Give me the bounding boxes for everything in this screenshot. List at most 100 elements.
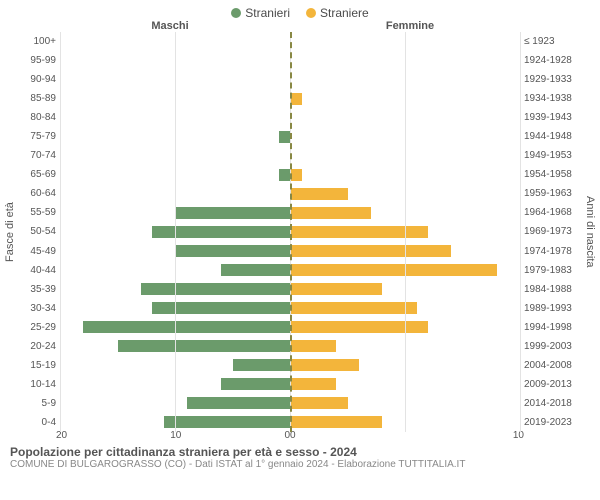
- column-headers: Maschi Femmine: [0, 20, 600, 32]
- age-label: 5-9: [20, 398, 56, 409]
- chart-title: Popolazione per cittadinanza straniera p…: [10, 445, 590, 459]
- bar-row-female: [290, 150, 520, 162]
- bar-row-female: [290, 74, 520, 86]
- age-label: 75-79: [20, 131, 56, 142]
- bar-male: [187, 397, 291, 409]
- legend-item-female: Straniere: [306, 6, 369, 20]
- bar-female: [290, 378, 336, 390]
- legend-label-male: Stranieri: [245, 6, 290, 20]
- bar-row-female: [290, 131, 520, 143]
- bar-row-female: [290, 112, 520, 124]
- age-label: 50-54: [20, 226, 56, 237]
- bar-row-male: [60, 302, 290, 314]
- bar-row-female: [290, 93, 520, 105]
- birth-label: 1929-1933: [524, 74, 580, 85]
- age-label: 35-39: [20, 284, 56, 295]
- bar-row-male: [60, 112, 290, 124]
- age-label: 95-99: [20, 55, 56, 66]
- bar-male: [118, 340, 291, 352]
- bar-female: [290, 416, 382, 428]
- swatch-female: [306, 8, 316, 18]
- bar-female: [290, 359, 359, 371]
- birth-label: 2009-2013: [524, 379, 580, 390]
- age-label: 80-84: [20, 112, 56, 123]
- bar-row-female: [290, 340, 520, 352]
- birth-label: 1949-1953: [524, 150, 580, 161]
- bar-row-female: [290, 283, 520, 295]
- bar-male: [221, 264, 290, 276]
- bar-female: [290, 226, 428, 238]
- birth-label: 2014-2018: [524, 398, 580, 409]
- bar-row-male: [60, 93, 290, 105]
- y-axis-label-right: Anni di nascita: [580, 32, 596, 432]
- pyramid-chart: Fasce di età 100+95-9990-9485-8980-8475-…: [0, 32, 600, 432]
- birth-label: 2019-2023: [524, 417, 580, 428]
- chart-subtitle: COMUNE DI BULGAROGRASSO (CO) - Dati ISTA…: [10, 459, 590, 470]
- bar-row-male: [60, 131, 290, 143]
- bar-row-female: [290, 169, 520, 181]
- bar-male: [279, 131, 291, 143]
- y-axis-label-left: Fasce di età: [4, 32, 20, 432]
- y-labels-birth: ≤ 19231924-19281929-19331934-19381939-19…: [520, 32, 580, 432]
- bar-row-female: [290, 226, 520, 238]
- bar-row-female: [290, 207, 520, 219]
- birth-label: 1959-1963: [524, 188, 580, 199]
- bar-row-male: [60, 397, 290, 409]
- birth-label: 1969-1973: [524, 226, 580, 237]
- center-line: [290, 32, 292, 432]
- bar-row-male: [60, 36, 290, 48]
- birth-label: 1974-1978: [524, 246, 580, 257]
- bar-female: [290, 340, 336, 352]
- bar-row-female: [290, 264, 520, 276]
- bar-male: [164, 416, 291, 428]
- bar-female: [290, 397, 348, 409]
- bar-female: [290, 321, 428, 333]
- age-label: 30-34: [20, 303, 56, 314]
- age-label: 0-4: [20, 417, 56, 428]
- bar-male: [175, 245, 290, 257]
- age-label: 15-19: [20, 360, 56, 371]
- bar-row-female: [290, 397, 520, 409]
- age-label: 25-29: [20, 322, 56, 333]
- bar-row-male: [60, 378, 290, 390]
- bar-row-female: [290, 36, 520, 48]
- birth-label: 1984-1988: [524, 284, 580, 295]
- bar-row-female: [290, 302, 520, 314]
- age-label: 70-74: [20, 150, 56, 161]
- bar-male: [233, 359, 291, 371]
- bar-row-male: [60, 416, 290, 428]
- birth-label: 1999-2003: [524, 341, 580, 352]
- bar-row-female: [290, 416, 520, 428]
- birth-label: 1944-1948: [524, 131, 580, 142]
- age-label: 85-89: [20, 93, 56, 104]
- bar-row-male: [60, 169, 290, 181]
- y-labels-age: 100+95-9990-9485-8980-8475-7970-7465-696…: [20, 32, 60, 432]
- age-label: 10-14: [20, 379, 56, 390]
- age-label: 45-49: [20, 246, 56, 257]
- age-label: 20-24: [20, 341, 56, 352]
- bar-male: [83, 321, 290, 333]
- birth-label: 1989-1993: [524, 303, 580, 314]
- bar-male: [175, 207, 290, 219]
- bar-row-male: [60, 359, 290, 371]
- bar-female: [290, 302, 417, 314]
- bar-row-male: [60, 245, 290, 257]
- bar-row-male: [60, 264, 290, 276]
- bar-row-female: [290, 321, 520, 333]
- birth-label: 1939-1943: [524, 112, 580, 123]
- bar-male: [141, 283, 291, 295]
- legend: Stranieri Straniere: [0, 0, 600, 20]
- age-label: 55-59: [20, 207, 56, 218]
- bar-row-male: [60, 207, 290, 219]
- bar-male: [152, 302, 290, 314]
- bar-female: [290, 283, 382, 295]
- age-label: 90-94: [20, 74, 56, 85]
- bar-row-male: [60, 283, 290, 295]
- bar-row-male: [60, 150, 290, 162]
- bar-male: [279, 169, 291, 181]
- legend-item-male: Stranieri: [231, 6, 290, 20]
- chart-footer: Popolazione per cittadinanza straniera p…: [0, 441, 600, 470]
- age-label: 65-69: [20, 169, 56, 180]
- birth-label: 1964-1968: [524, 207, 580, 218]
- bar-row-female: [290, 188, 520, 200]
